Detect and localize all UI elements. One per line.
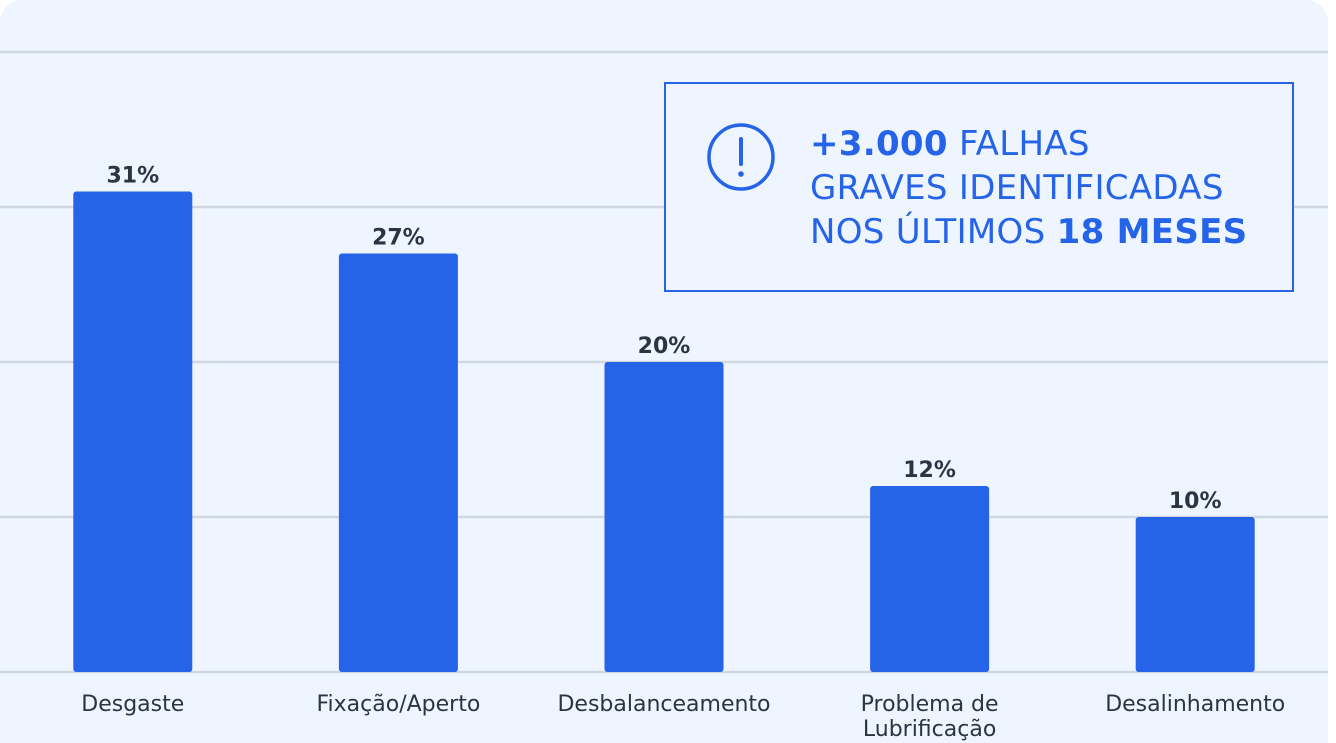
callout-period: 18 MESES xyxy=(1056,212,1248,252)
callout-line-1-rest: FALHAS xyxy=(947,124,1090,164)
data-label: 20% xyxy=(638,334,691,359)
category-label: Lubrificação xyxy=(863,717,996,742)
callout-line-3-rest: NOS ÚLTIMOS xyxy=(810,212,1057,252)
callout-text: +3.000 FALHAS GRAVES IDENTIFICADAS NOS Ú… xyxy=(810,122,1247,254)
callout-line-1: +3.000 FALHAS xyxy=(810,122,1247,166)
category-label: Fixação/Aperto xyxy=(317,692,481,717)
data-label: 10% xyxy=(1169,489,1222,514)
bar xyxy=(604,362,724,672)
bar xyxy=(338,253,458,672)
bar xyxy=(73,191,193,672)
highlight-callout: +3.000 FALHAS GRAVES IDENTIFICADAS NOS Ú… xyxy=(664,82,1294,292)
alert-circle-icon xyxy=(707,123,775,191)
callout-line-2: GRAVES IDENTIFICADAS xyxy=(810,168,1224,208)
callout-count: +3.000 xyxy=(810,124,948,164)
data-label: 12% xyxy=(903,458,956,483)
bar xyxy=(870,486,990,672)
category-label: Desalinhamento xyxy=(1105,692,1285,717)
category-label: Desbalanceamento xyxy=(557,692,770,717)
data-label: 27% xyxy=(372,226,425,251)
callout-line-3: NOS ÚLTIMOS 18 MESES xyxy=(810,210,1247,254)
category-label: Desgaste xyxy=(81,692,184,717)
bar xyxy=(1135,517,1255,672)
data-label: 31% xyxy=(106,164,159,189)
category-label: Problema de xyxy=(861,692,999,717)
